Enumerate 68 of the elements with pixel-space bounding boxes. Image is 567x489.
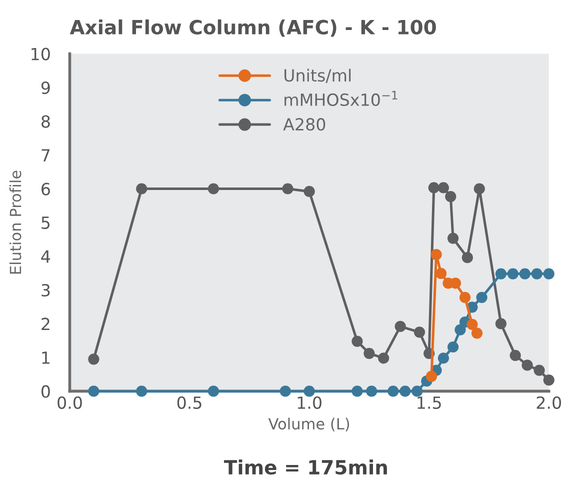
- point: [414, 326, 426, 338]
- x-tick-label: 1.0: [298, 396, 322, 409]
- point: [136, 183, 148, 194]
- chart-title: Axial Flow Column (AFC) - K - 100: [70, 19, 436, 37]
- point: [88, 354, 100, 365]
- y-tick-label: 9: [41, 81, 50, 94]
- y-tick-label: 7: [42, 149, 50, 162]
- point: [531, 268, 542, 280]
- y-tick-label: 2: [42, 318, 50, 330]
- point: [304, 386, 315, 397]
- point: [438, 352, 450, 364]
- x-tick-label: 0.0: [58, 396, 82, 409]
- point: [522, 360, 533, 371]
- point: [445, 190, 456, 202]
- y-tick-label: 10: [32, 48, 50, 60]
- point: [430, 248, 442, 260]
- point: [519, 268, 530, 280]
- point: [507, 268, 518, 280]
- x-tick-label: 2.0: [536, 396, 562, 409]
- point: [136, 386, 148, 397]
- point: [466, 318, 478, 330]
- point: [474, 183, 485, 194]
- point: [282, 183, 294, 194]
- point: [394, 320, 406, 332]
- point: [208, 183, 220, 194]
- text: Time = 175min: [224, 460, 387, 475]
- point: [400, 386, 411, 397]
- point: [366, 386, 378, 397]
- point: [388, 386, 399, 397]
- point: [438, 182, 450, 194]
- point: [543, 268, 554, 280]
- point: [471, 328, 483, 339]
- point: [543, 374, 554, 386]
- y-tick-label: 3: [42, 284, 50, 297]
- point: [428, 182, 440, 194]
- point: [88, 386, 100, 397]
- point: [426, 370, 438, 382]
- point: [412, 386, 423, 397]
- point: [462, 252, 473, 264]
- point: [208, 386, 220, 397]
- x-axis-title: Volume (L): [268, 418, 350, 432]
- y-tick-label: 6: [42, 182, 50, 196]
- point: [534, 364, 545, 376]
- point: [378, 352, 390, 364]
- point: [447, 341, 459, 353]
- legend-label: Units/ml: [284, 68, 351, 83]
- legend-label: mMHOSx10$^{−1}$: [284, 90, 398, 106]
- point: [459, 292, 471, 303]
- point: [352, 386, 363, 397]
- point: [436, 268, 447, 279]
- y-tick-label: 0: [41, 385, 50, 398]
- legend-label: A280: [283, 118, 326, 131]
- y-tick-label: 4: [41, 250, 50, 263]
- point: [280, 386, 291, 397]
- x-tick-label: 0.5: [177, 396, 202, 409]
- x-tick-label: 1.5: [418, 396, 441, 409]
- point: [495, 268, 506, 280]
- point: [476, 292, 488, 303]
- y-tick-label: 8: [42, 115, 50, 128]
- point: [304, 186, 315, 198]
- point: [447, 232, 459, 244]
- point: [352, 336, 363, 347]
- y-axis-title: Elution Profile: [9, 170, 22, 274]
- y-tick-label: 5: [42, 216, 50, 230]
- point: [495, 318, 506, 330]
- y-tick-label: 1: [42, 352, 50, 364]
- point: [364, 348, 375, 359]
- point: [510, 350, 521, 361]
